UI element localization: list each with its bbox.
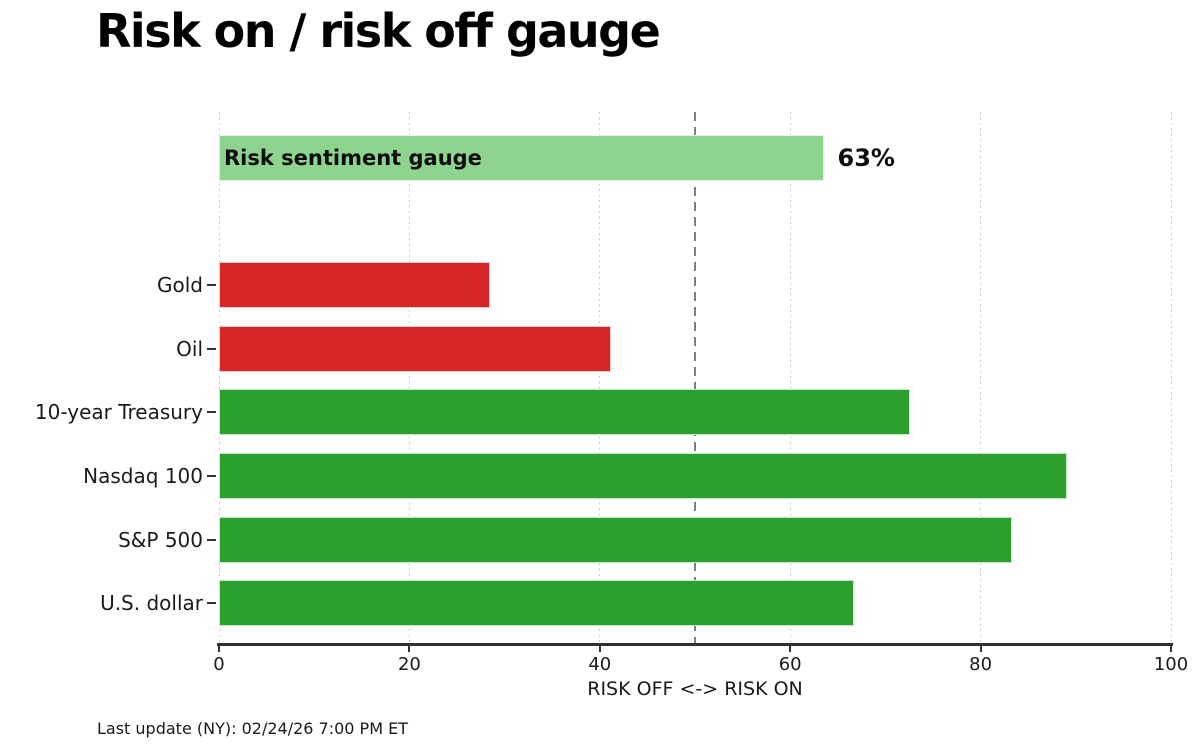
x-tick-label: 0 bbox=[213, 654, 225, 675]
asset-bar bbox=[219, 453, 1068, 499]
asset-label: Gold bbox=[157, 273, 203, 298]
asset-label: S&P 500 bbox=[118, 527, 203, 552]
x-tick-mark bbox=[979, 645, 982, 652]
asset-bar bbox=[219, 262, 491, 309]
x-tick-mark bbox=[218, 645, 220, 652]
y-tick-mark bbox=[207, 347, 216, 350]
gridline bbox=[408, 112, 410, 644]
asset-bar bbox=[219, 516, 1013, 563]
asset-bar bbox=[219, 325, 612, 372]
asset-label: U.S. dollar bbox=[100, 591, 203, 616]
y-tick-mark bbox=[207, 538, 216, 541]
asset-bar bbox=[219, 580, 854, 627]
gauge-bar-label: Risk sentiment gauge bbox=[224, 146, 482, 170]
plot-area: Risk sentiment gauge 63% bbox=[218, 112, 1172, 644]
last-update-note: Last update (NY): 02/24/26 7:00 PM ET bbox=[97, 719, 408, 738]
y-tick-mark bbox=[207, 284, 216, 287]
asset-label: 10-year Treasury bbox=[34, 400, 203, 425]
x-axis-label: RISK OFF <-> RISK ON bbox=[587, 678, 803, 700]
asset-bar bbox=[219, 389, 911, 436]
y-tick-mark bbox=[207, 411, 216, 414]
x-tick-label: 80 bbox=[969, 654, 993, 675]
gridline bbox=[599, 112, 601, 644]
x-axis-line bbox=[217, 643, 1173, 646]
x-tick-label: 40 bbox=[588, 654, 612, 675]
asset-label: Nasdaq 100 bbox=[83, 464, 203, 488]
asset-label: Oil bbox=[176, 336, 203, 361]
x-tick-mark bbox=[598, 645, 601, 652]
x-tick-label: 100 bbox=[1153, 654, 1189, 675]
gridline bbox=[1170, 112, 1172, 644]
y-tick-mark bbox=[207, 475, 216, 477]
gauge-value-label: 63% bbox=[837, 144, 895, 172]
gridline bbox=[789, 112, 791, 644]
x-tick-mark bbox=[408, 645, 411, 652]
gridline bbox=[218, 112, 220, 644]
x-tick-mark bbox=[1170, 645, 1172, 652]
gauge-bar: Risk sentiment gauge bbox=[219, 135, 824, 181]
x-tick-label: 20 bbox=[397, 654, 421, 675]
y-tick-mark bbox=[207, 602, 216, 605]
chart-title: Risk on / risk off gauge bbox=[96, 4, 661, 58]
x-tick-label: 60 bbox=[778, 654, 802, 675]
gridline bbox=[980, 112, 982, 644]
x-tick-mark bbox=[789, 645, 792, 652]
risk-threshold-line bbox=[693, 112, 697, 644]
